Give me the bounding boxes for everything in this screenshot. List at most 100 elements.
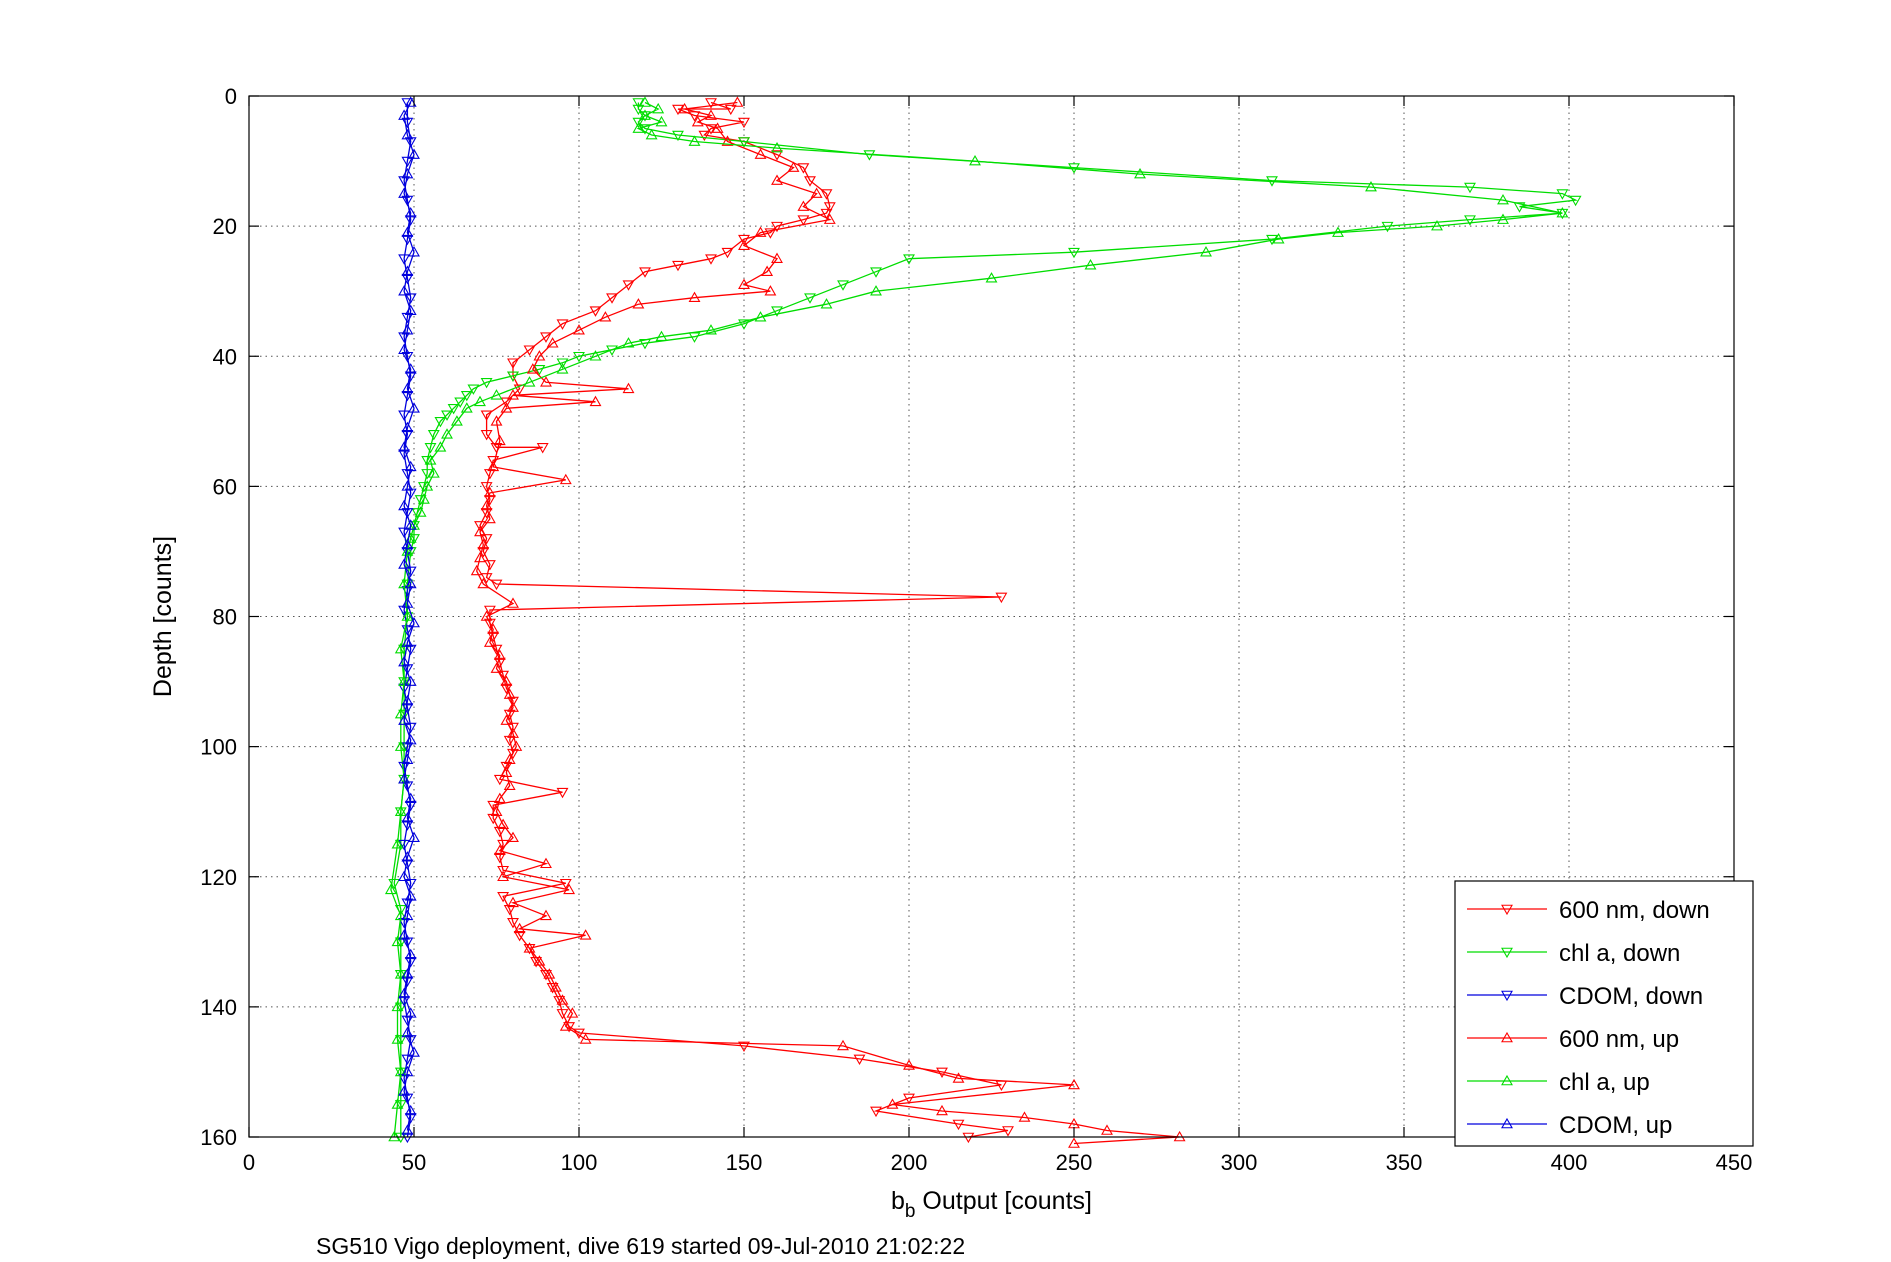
data-point	[507, 831, 519, 843]
data-point	[526, 363, 539, 374]
data-point	[698, 130, 711, 142]
data-point	[401, 636, 414, 647]
data-point	[639, 96, 651, 107]
data-point	[398, 870, 411, 882]
data-point	[460, 402, 473, 413]
legend-label: 600 nm, up	[1559, 1026, 1679, 1053]
series-4	[384, 96, 1569, 1142]
data-point	[394, 1100, 407, 1111]
data-point	[394, 1132, 407, 1144]
data-point	[483, 512, 496, 524]
data-point	[810, 187, 823, 198]
x-tick-label: 250	[1056, 1150, 1093, 1175]
data-point	[401, 909, 414, 921]
data-point	[513, 384, 526, 395]
data-point	[404, 1035, 417, 1046]
data-point	[398, 558, 411, 569]
data-point	[477, 547, 490, 558]
data-point	[404, 1007, 417, 1018]
legend-marker	[1501, 1031, 1513, 1043]
x-axis-label-subscript: b	[905, 1201, 916, 1222]
data-point	[394, 1035, 407, 1046]
legend-entry: chl a, up	[1467, 1069, 1650, 1096]
data-point	[652, 102, 665, 114]
data-point	[507, 358, 519, 369]
data-point	[480, 410, 493, 421]
data-point	[408, 246, 420, 257]
data-point	[490, 644, 503, 656]
data-point	[503, 688, 516, 699]
data-point	[398, 714, 411, 725]
data-point	[493, 649, 506, 660]
data-point	[724, 104, 737, 116]
data-point	[398, 254, 411, 265]
data-point	[503, 779, 516, 790]
data-point	[573, 351, 585, 363]
data-point	[1556, 189, 1569, 200]
legend-entry: 600 nm, down	[1467, 897, 1710, 924]
data-point	[408, 521, 420, 532]
data-point	[639, 109, 651, 120]
data-point	[804, 293, 816, 304]
x-tick-label: 0	[243, 1150, 255, 1175]
data-point	[487, 800, 500, 812]
data-point	[474, 521, 486, 532]
data-point	[559, 878, 572, 890]
data-point	[903, 1093, 915, 1105]
data-point	[401, 128, 414, 140]
legend: 600 nm, down chl a, down CDOM, down 600 nm,…	[1454, 880, 1754, 1147]
data-point	[497, 891, 510, 903]
data-point	[398, 773, 411, 784]
data-point	[404, 207, 417, 218]
data-point	[513, 931, 526, 942]
data-point	[936, 1104, 948, 1116]
data-point	[632, 98, 645, 109]
data-point	[622, 382, 635, 394]
data-point	[837, 280, 849, 291]
data-point	[421, 469, 434, 480]
data-point	[1134, 167, 1146, 179]
data-point	[404, 293, 417, 304]
data-point	[820, 208, 833, 220]
data-point	[401, 597, 414, 608]
data-point	[632, 117, 645, 129]
data-point	[1018, 1111, 1031, 1122]
data-point	[738, 239, 750, 250]
data-point	[497, 865, 510, 877]
data-point	[408, 1046, 420, 1057]
data-point	[401, 812, 414, 823]
data-point	[738, 1041, 750, 1053]
x-axis-label-rest: Output [counts]	[915, 1187, 1092, 1215]
data-point	[1084, 259, 1097, 270]
data-point	[903, 254, 915, 265]
data-point	[754, 311, 767, 322]
data-point	[705, 124, 717, 135]
data-point	[493, 774, 506, 786]
data-point	[398, 987, 411, 999]
data-point	[771, 174, 783, 185]
x-tick-labels: 0 50 100 150 200 250 300 350 400 450	[243, 1150, 1752, 1175]
data-point	[398, 527, 411, 539]
y-axis-label: Depth [counts]	[149, 536, 177, 697]
data-point	[533, 364, 546, 376]
data-point	[1497, 213, 1509, 224]
data-point	[556, 358, 569, 369]
data-point	[503, 735, 516, 747]
data-point	[391, 1033, 404, 1044]
y-tick-label: 100	[200, 735, 237, 760]
data-point	[797, 215, 810, 226]
data-point	[985, 272, 998, 283]
data-point	[427, 430, 440, 441]
data-point	[480, 430, 493, 441]
data-point	[467, 384, 480, 395]
data-point	[678, 102, 691, 114]
data-point	[553, 996, 566, 1007]
data-point	[589, 395, 602, 407]
data-point	[764, 228, 777, 239]
data-point	[401, 753, 414, 764]
data-point	[401, 937, 414, 948]
data-point	[1556, 207, 1569, 218]
data-point	[480, 573, 493, 584]
data-point	[447, 404, 460, 415]
data-point	[589, 306, 602, 317]
